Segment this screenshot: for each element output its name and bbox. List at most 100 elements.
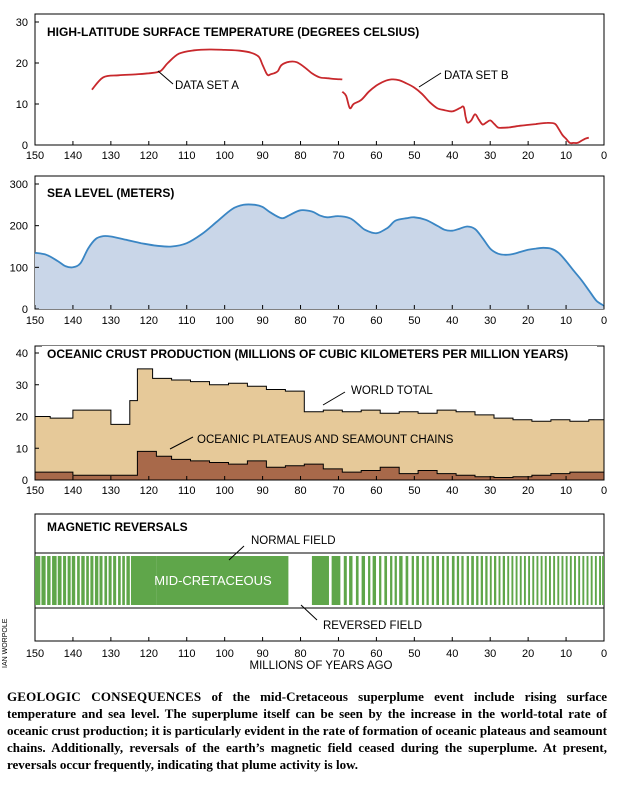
x-tick-label: 40 [446,648,458,660]
normal-field-bar [553,556,556,605]
normal-field-bar [394,556,397,605]
normal-field-bar [343,556,347,605]
normal-field-bar [368,556,371,605]
data-set-b-leader [418,72,442,88]
magnetic-panel: MAGNETIC REVERSALS MID-CRETACEOUS NORMAL… [2,513,607,672]
x-tick-label: 60 [370,315,382,327]
normal-field-bar [599,556,601,605]
normal-field-bar [104,556,108,605]
normal-field-bar [431,556,435,605]
x-tick-label: 90 [256,315,268,327]
x-tick-label: 100 [215,150,233,162]
x-tick-label: 90 [256,648,268,660]
y-tick-label: 0 [22,304,28,316]
normal-field-bar [485,556,488,605]
x-tick-label: 20 [522,648,534,660]
x-tick-label: 50 [408,485,420,497]
normal-field-bar [582,556,585,605]
normal-field-bar [569,556,572,605]
normal-field-bar [311,556,329,605]
temperature-line [341,78,590,145]
data-set-a-leader [157,70,174,85]
x-tick-label: 120 [140,150,158,162]
x-tick-label: 120 [140,315,158,327]
normal-field-bar [361,556,366,605]
x-tick-label: 70 [332,648,344,660]
x-tick-label: 0 [601,150,607,162]
x-tick-label: 30 [484,485,496,497]
x-tick-label: 110 [178,648,196,660]
x-tick-label: 40 [446,315,458,327]
normal-field-bar [77,556,80,605]
sea-level-title: SEA LEVEL (METERS) [47,186,174,200]
x-tick-label: 110 [178,485,196,497]
magnetic-title: MAGNETIC REVERSALS [47,520,188,534]
normal-field-bar [594,556,597,605]
x-tick-label: 80 [294,648,306,660]
crust-title-backing [42,346,597,364]
reversed-field-leader [300,604,318,621]
normal-field-bar [493,556,497,605]
normal-field-bar [523,556,526,605]
normal-field-bar [586,556,589,605]
normal-field-bar [355,556,359,605]
normal-field-bar [590,556,593,605]
temperature-panel: HIGH-LATITUDE SURFACE TEMPERATURE (DEGRE… [16,13,607,162]
normal-field-bar [561,556,564,605]
reversed-field-label: REVERSED FIELD [323,620,422,632]
normal-field-bar [108,556,112,605]
normal-field-bar [502,556,505,605]
artist-credit: IAN WORPOLE [2,618,9,668]
normal-field-bar [411,556,414,605]
x-tick-label: 100 [215,648,233,660]
normal-field-bar [390,556,393,605]
y-tick-label: 10 [16,443,28,455]
normal-field-bar [399,556,403,605]
y-tick-label: 30 [16,17,28,29]
temperature-lines [91,48,590,145]
x-tick-label: 100 [215,315,233,327]
superchron-label: MID-CRETACEOUS [154,573,272,588]
plateaus-leader [169,436,194,450]
sea-level-line [34,203,605,307]
x-tick-label: 50 [408,648,420,660]
y-tick-label: 0 [22,475,28,487]
normal-field-bar [81,556,85,605]
x-tick-label: 50 [408,315,420,327]
x-tick-label: 110 [178,315,196,327]
normal-field-bar [578,556,581,605]
x-tick-label: 40 [446,485,458,497]
caption-lead: GEOLOGIC CONSEQUENCES [7,689,202,704]
normal-field-bar [549,556,551,605]
x-tick-label: 130 [102,648,120,660]
normal-field-bar [442,556,445,605]
normal-field-bar [602,556,604,605]
x-tick-label: 0 [601,648,607,660]
crust-y-ticks: 0 10 20 30 40 [16,348,39,487]
y-tick-label: 300 [10,179,28,191]
crust-x-ticks: 150 140 130 120 110 100 90 80 70 60 50 40 30 20 10 0 [26,476,607,497]
normal-field-bar [90,556,94,605]
x-tick-label: 110 [178,150,196,162]
sea-level-fill [35,204,604,309]
normal-field-bar [331,556,341,605]
world-total-leader [322,391,346,406]
normal-field-bar [379,556,382,605]
y-tick-label: 20 [16,412,28,424]
normal-field-bar [544,556,547,605]
y-tick-label: 10 [16,99,28,111]
temperature-y-ticks: 0 10 20 30 [16,17,39,152]
x-tick-label: 0 [601,315,607,327]
x-tick-label: 90 [256,485,268,497]
x-tick-label: 0 [601,485,607,497]
x-tick-label: 130 [102,150,120,162]
y-tick-label: 40 [16,348,28,360]
x-tick-label: 140 [64,315,82,327]
normal-field-bar [498,556,501,605]
normal-field-bar [126,556,130,605]
y-tick-label: 0 [22,140,28,152]
temperature-x-ticks: 150 140 130 120 110 100 90 80 70 60 50 40 30 20 10 0 [26,141,607,162]
normal-field-bar [47,556,51,605]
normal-field-bar [94,556,99,605]
normal-field-bar [113,556,117,605]
